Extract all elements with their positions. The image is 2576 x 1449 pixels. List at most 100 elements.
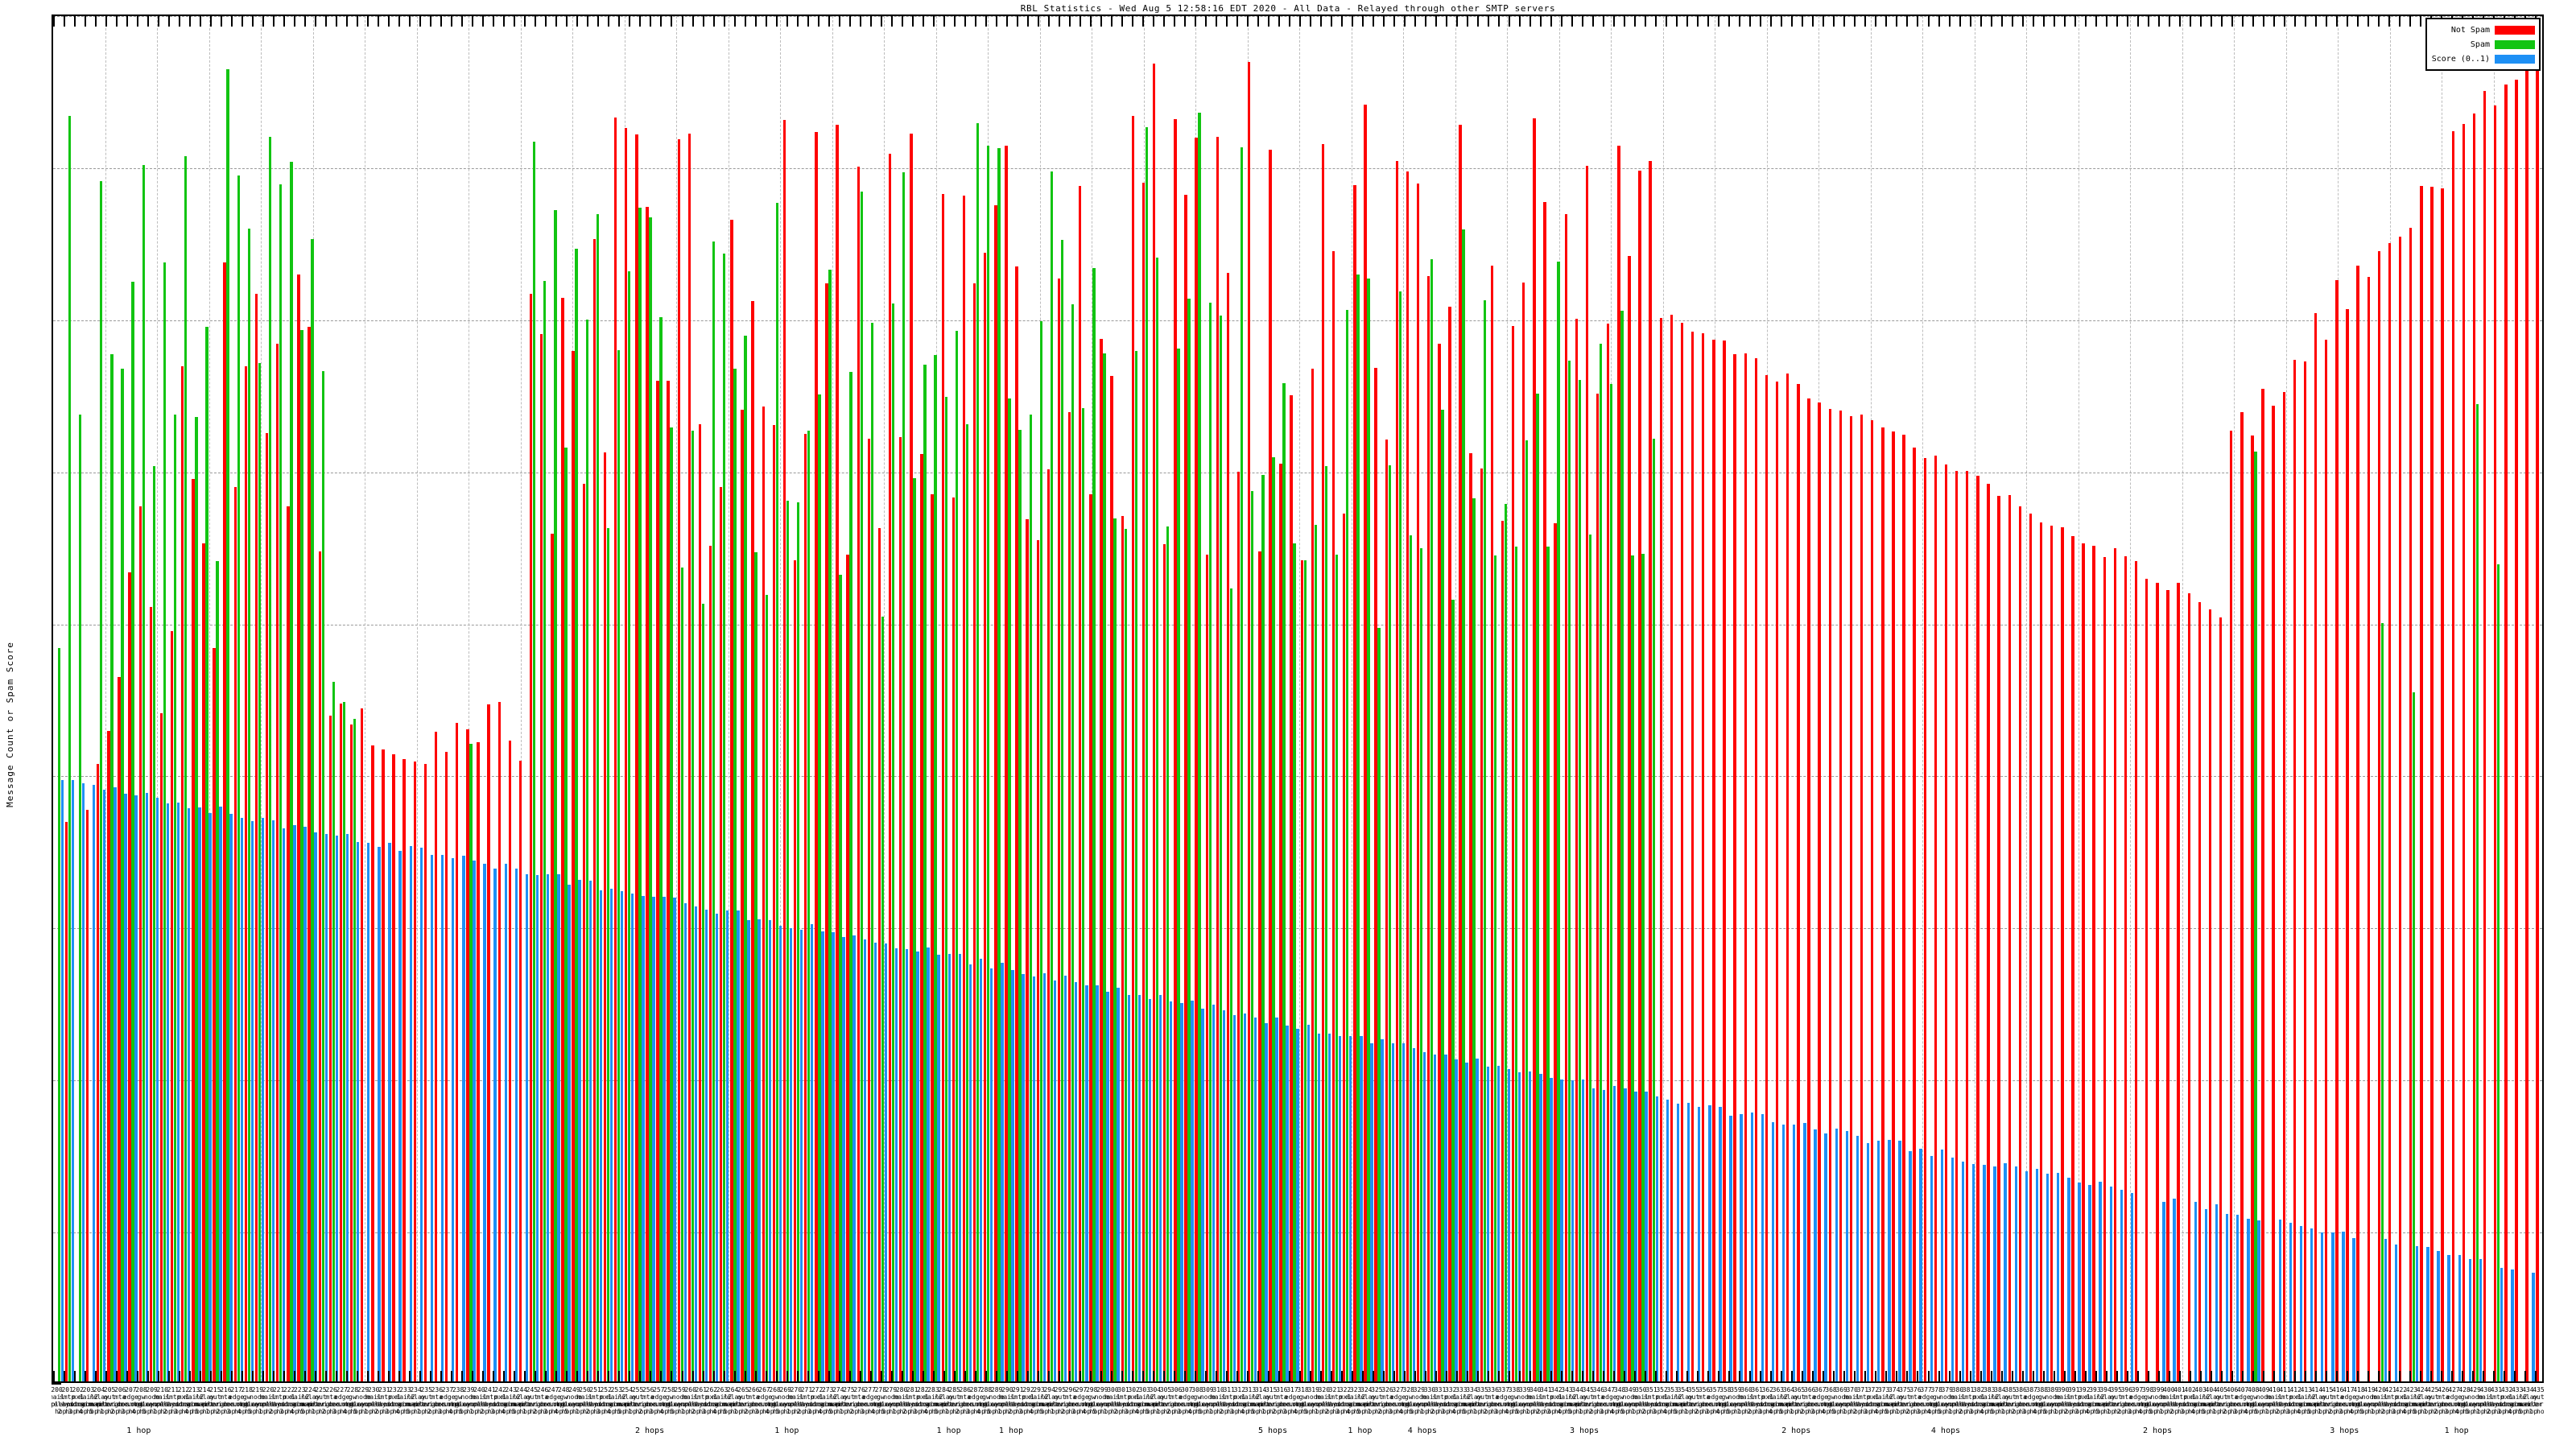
grid-line-vertical [2026,16,2027,1381]
x-axis-tick-bottom [1676,1371,1678,1381]
x-axis-label: 337 edge mx.org 3 hop [1492,1386,1516,1415]
x-axis-label: 359 node relay.net 5 hop [1718,1386,1754,1415]
bar-score [2173,1199,2176,1381]
x-axis-label: 353 mail2 domain.net 4 hop [1653,1386,1692,1415]
x-axis-label: 404 relay server.org 5 hop [2191,1386,2231,1415]
hop-group-caption: 1 hop [998,1426,1024,1435]
hop-group-caption: 3 hops [2330,1426,2359,1435]
bar-not-spam [2346,309,2349,1381]
bar-spam [965,424,969,1381]
bar-spam [1419,548,1423,1381]
x-axis-label: 306 mta provider.net 2 hop [1153,1386,1200,1415]
bar-not-spam [2367,276,2370,1381]
bar-not-spam [1364,105,1367,1381]
x-axis-tick-bottom [430,1371,432,1381]
x-axis-tick-top [1990,16,1992,27]
x-axis-label: 299 node relay.net 5 hop [1084,1386,1120,1415]
x-axis-tick-bottom [1885,1371,1888,1381]
bar-score [1856,1136,1860,1381]
bar-score [704,909,708,1381]
bar-not-spam [1353,184,1356,1381]
bar-spam [353,718,357,1381]
bar-not-spam [2388,242,2392,1381]
bar-score [2352,1237,2355,1381]
bar-not-spam [2124,555,2128,1381]
x-axis-label: 314 relay server.org 5 hop [1241,1386,1281,1415]
bar-score [1507,1069,1511,1381]
x-axis-tick-bottom [2293,1371,2296,1381]
bar-score [2479,1258,2483,1381]
x-axis-tick-top [1519,16,1521,27]
x-axis-tick-bottom [1624,1371,1626,1381]
bar-score [2046,1173,2050,1381]
x-axis-tick-top [1728,16,1731,27]
x-axis-tick-top [1781,16,1783,27]
bar-score [1137,995,1141,1381]
x-axis-label: 332 mx1 host.com 3 hop [1435,1386,1467,1415]
bar-spam [1367,279,1370,1381]
bar-not-spam [972,283,976,1381]
x-axis-tick-top [451,16,453,27]
x-axis-label: 422 mx1 host.com 3 hop [2385,1386,2417,1415]
x-axis-tick-bottom [1833,1371,1835,1381]
bar-not-spam [1163,544,1166,1381]
x-axis-tick-top [1236,16,1238,27]
x-axis-label: 203 mail2 domain.net 4 hop [68,1386,108,1415]
x-axis-tick-bottom [608,1371,610,1381]
bar-score [2310,1228,2314,1381]
bar-score [1909,1151,1912,1381]
x-axis-tick-bottom [2231,1371,2233,1381]
x-axis-tick-top [1613,16,1616,27]
bar-spam [1303,560,1307,1381]
bar-not-spam [2504,85,2508,1381]
x-axis-label: 355 out mailer.com 1 hop [1674,1386,1714,1415]
x-axis-tick-top [2053,16,2055,27]
hop-group-caption: 2 hops [1781,1426,1811,1435]
x-axis-tick-bottom [1477,1371,1480,1381]
bar-score [2511,1269,2514,1381]
bar-spam [173,414,177,1381]
bar-not-spam [1067,412,1071,1381]
x-axis-tick-top [2189,16,2191,27]
grid-line-vertical [520,16,522,1381]
bar-score [2468,1258,2472,1381]
bar-score [1771,1121,1775,1381]
bar-score [1983,1164,1986,1381]
x-axis-tick-top [1697,16,1699,27]
grid-line-vertical [2130,16,2131,1381]
x-axis-tick-bottom [242,1371,244,1381]
x-axis-tick-top [1885,16,1888,27]
x-axis-tick-top [1310,16,1311,27]
x-axis-label: 273 mail2 domain.net 4 hop [808,1386,848,1415]
bar-score [2194,1202,2197,1381]
x-axis-tick-top [796,16,799,27]
bar-spam [786,500,790,1381]
bar-score [514,868,518,1381]
x-axis-tick-top [691,16,694,27]
bar-not-spam [825,283,828,1381]
x-axis-tick-bottom [2199,1371,2202,1381]
bar-not-spam [1247,62,1251,1381]
x-axis-label: 243 mail2 domain.net 4 hop [491,1386,530,1415]
x-axis-tick-bottom [1645,1371,1647,1381]
x-axis-label: 262 mx1 host.com 3 hop [696,1386,728,1415]
x-axis-label: 395 out mailer.com 1 hop [2096,1386,2136,1415]
x-axis-tick-top [1645,16,1647,27]
bar-spam [279,184,283,1381]
x-axis-tick-top [1141,16,1144,27]
x-axis-tick-bottom [660,1371,663,1381]
x-axis-label: 329 node relay.net 5 hop [1402,1386,1437,1415]
x-axis-tick-bottom [2471,1371,2474,1381]
x-axis-label: 368 gw smtp.com 4 hop [1815,1386,1847,1415]
bar-spam [775,203,779,1381]
x-axis-tick-bottom [1843,1371,1846,1381]
x-axis-tick-bottom [231,1371,233,1381]
bar-score [314,832,317,1381]
bar-score [968,964,972,1381]
x-axis-label: 253 mail2 domain.net 4 hop [597,1386,636,1415]
x-axis-tick-bottom [514,1371,516,1381]
bar-spam [1483,300,1486,1381]
bar-not-spam [1849,415,1853,1381]
x-axis-tick-bottom [671,1371,673,1381]
bar-score [473,860,476,1381]
